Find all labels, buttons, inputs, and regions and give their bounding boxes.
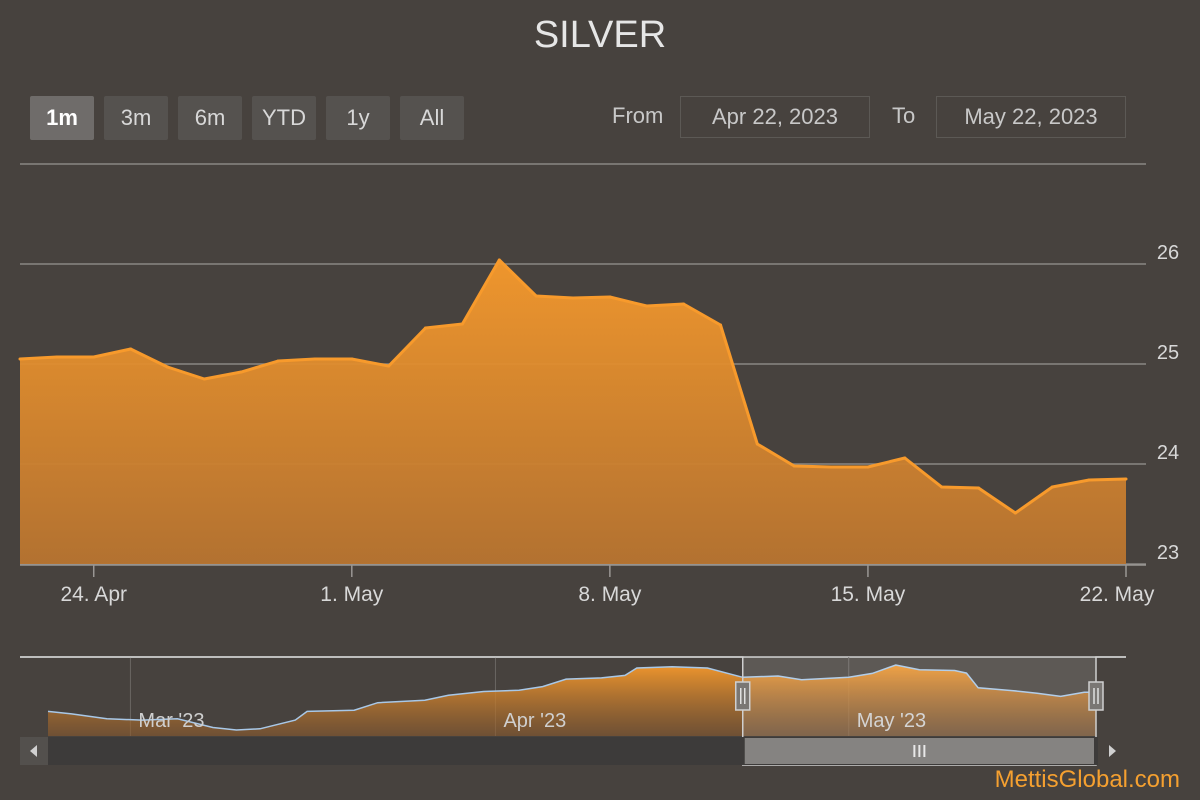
navigator-line [47, 664, 1097, 731]
data-point [350, 357, 354, 361]
data-point [202, 377, 206, 381]
range-button-1m[interactable]: 1m [30, 96, 94, 140]
data-point [719, 323, 722, 327]
data-point [755, 442, 759, 446]
to-date-input[interactable] [936, 96, 1126, 138]
y-tick-label: 26 [1157, 242, 1179, 264]
brand-watermark: MettisGlobal.com [994, 766, 1180, 793]
x-tick-label: 1. May [320, 583, 384, 606]
x-tick-label: 24. Apr [60, 583, 127, 606]
x-tick-label: 22. May [1080, 583, 1155, 606]
navigator-area [48, 665, 1096, 736]
data-point [608, 295, 612, 299]
data-point [940, 485, 944, 489]
navigator-right-handle[interactable] [1088, 681, 1104, 711]
y-tick-label: 24 [1157, 442, 1179, 464]
range-button-6m[interactable]: 6m [178, 96, 242, 140]
data-point [571, 296, 575, 300]
range-button-all[interactable]: All [400, 96, 464, 140]
data-point [239, 370, 243, 374]
navigator-selection[interactable] [742, 657, 1096, 736]
range-button-3m[interactable]: 3m [104, 96, 168, 140]
to-label: To [892, 103, 916, 128]
y-tick-label: 23 [1157, 542, 1179, 564]
data-point [977, 486, 980, 490]
navigator-label: May '23 [857, 710, 926, 732]
navigator[interactable]: Mar '23 Apr '23 May '23 [20, 656, 1126, 766]
x-tick-label: 15. May [831, 583, 906, 606]
range-button-ytd[interactable]: YTD [252, 96, 316, 140]
data-point [497, 258, 501, 262]
navigator-left-handle[interactable] [734, 681, 751, 711]
x-tick-label: 8. May [578, 583, 642, 606]
data-point [792, 464, 796, 468]
data-point [387, 364, 391, 368]
data-point [313, 357, 317, 361]
range-button-1y[interactable]: 1y [326, 96, 390, 140]
data-point [1050, 485, 1054, 489]
data-point [129, 347, 133, 351]
data-point [682, 302, 686, 306]
data-point [534, 294, 538, 298]
data-point [1124, 477, 1128, 481]
data-point [645, 304, 649, 308]
data-point [55, 355, 59, 359]
data-point [424, 326, 427, 330]
area-fill [20, 260, 1126, 564]
data-point [1013, 511, 1017, 515]
axes: 23 24 25 26 24. Apr 1. May 8. May 15. May 22. Ma… [20, 242, 1179, 606]
scroll-right-arrow-icon [1109, 745, 1116, 757]
data-point [166, 365, 169, 369]
navigator-label: Apr '23 [503, 710, 566, 732]
chart-title: SILVER [533, 14, 667, 56]
data-point [829, 465, 833, 469]
data-point [460, 322, 464, 326]
scroll-left-arrow-icon [30, 745, 37, 757]
data-point [866, 465, 870, 469]
data-point [18, 357, 22, 361]
data-point [92, 355, 96, 359]
data-point [903, 456, 907, 460]
data-point [276, 359, 280, 363]
from-date-input[interactable] [680, 96, 870, 138]
price-area [18, 258, 1128, 564]
data-point [1087, 478, 1091, 482]
navigator-label: Mar '23 [138, 710, 204, 732]
y-tick-label: 25 [1157, 342, 1179, 364]
from-label: From [612, 103, 664, 128]
